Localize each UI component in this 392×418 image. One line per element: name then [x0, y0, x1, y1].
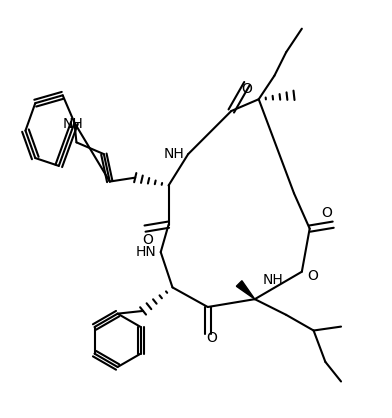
Text: NH: NH: [263, 273, 283, 288]
Text: O: O: [241, 82, 252, 97]
Text: O: O: [321, 206, 332, 220]
Text: O: O: [308, 269, 319, 283]
Text: O: O: [206, 331, 217, 344]
Text: O: O: [142, 233, 153, 247]
Polygon shape: [236, 281, 255, 299]
Text: NH: NH: [163, 147, 184, 161]
Text: HN: HN: [136, 245, 157, 259]
Text: NH: NH: [62, 117, 83, 130]
